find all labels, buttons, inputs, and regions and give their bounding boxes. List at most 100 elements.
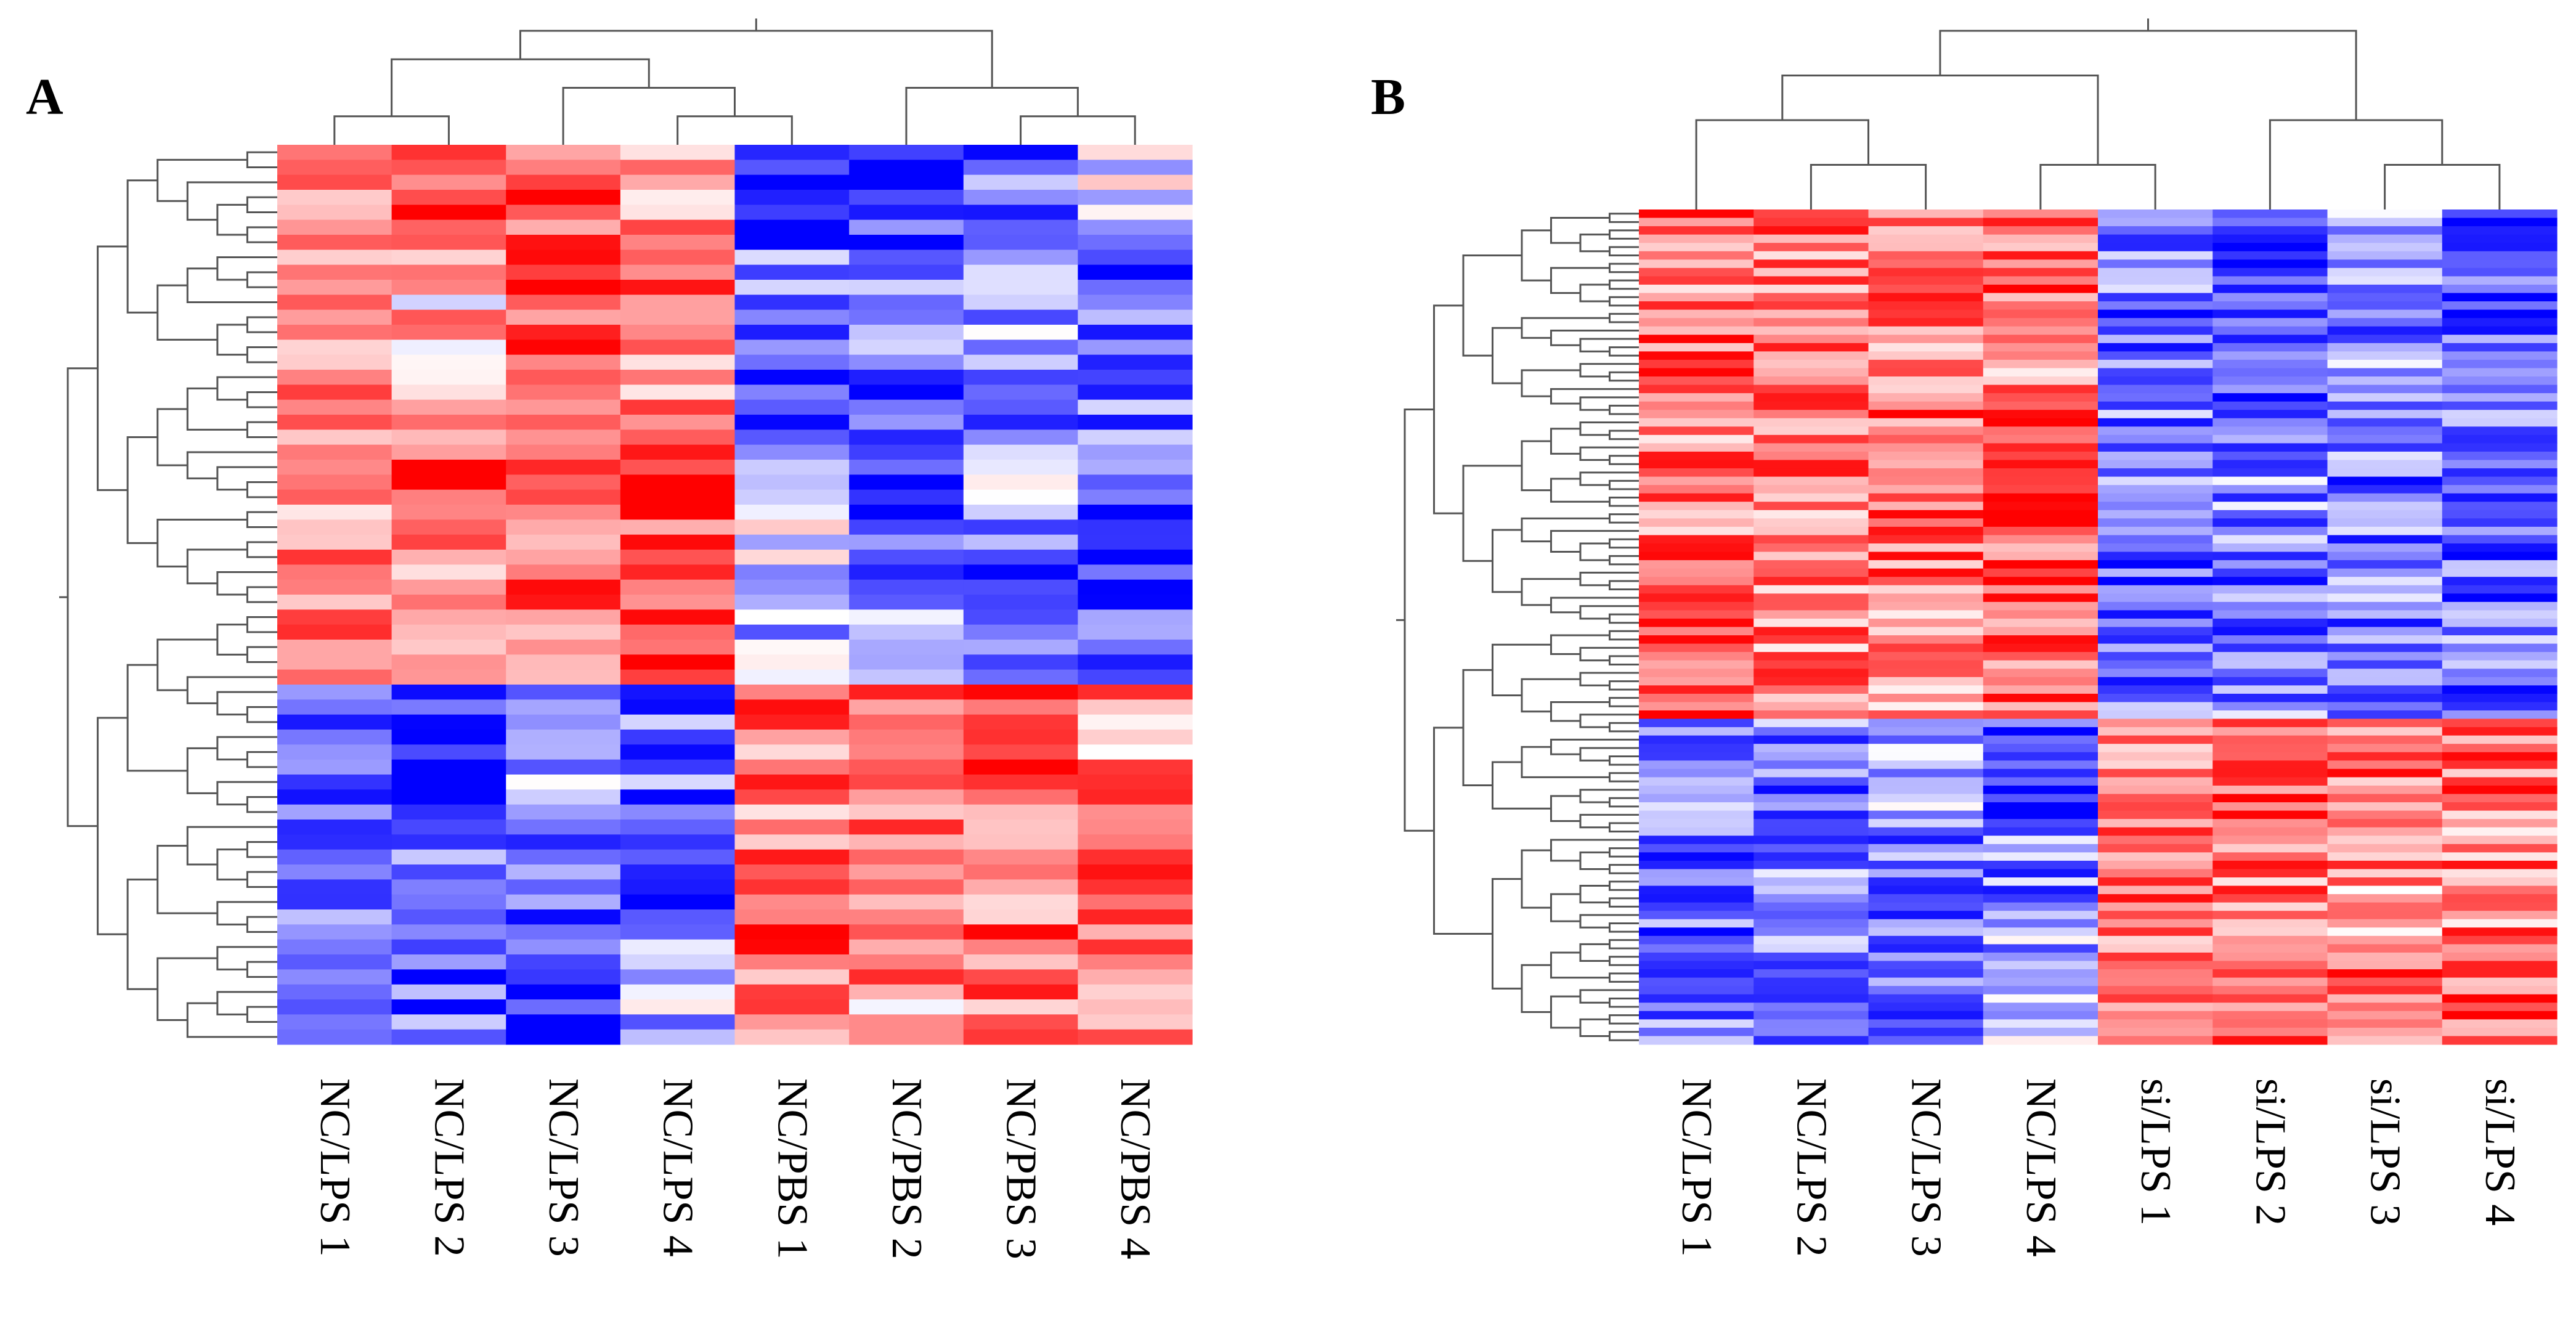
heatmap-cell <box>734 984 850 1000</box>
heatmap-cell <box>2098 1027 2213 1037</box>
heatmap-cell <box>963 909 1078 925</box>
heatmap-cell <box>1639 794 1754 803</box>
heatmap-cell <box>620 669 736 685</box>
heatmap-cell <box>1868 1011 1984 1020</box>
heatmap-cell <box>2327 543 2443 553</box>
dendrogram-branch <box>1579 885 1610 904</box>
heatmap-cell <box>1753 1027 1869 1037</box>
heatmap-cell <box>277 460 392 475</box>
heatmap-cell <box>1639 844 1754 853</box>
heatmap-cell <box>2098 618 2213 628</box>
heatmap-cell <box>1868 401 1984 410</box>
heatmap-cell <box>2327 318 2443 327</box>
heatmap-cell <box>506 789 621 805</box>
heatmap-cell <box>849 295 964 311</box>
heatmap-cell <box>2327 1019 2443 1028</box>
heatmap-cell <box>1753 994 1869 1003</box>
heatmap-cell <box>1868 727 1984 736</box>
heatmap-cell <box>849 834 964 850</box>
heatmap-cell <box>1078 219 1193 235</box>
heatmap-cell <box>2212 251 2328 260</box>
heatmap-cell <box>2212 802 2328 811</box>
dendrogram-branch <box>1609 580 1639 591</box>
heatmap-cell <box>2442 267 2558 277</box>
dendrogram-branch <box>246 646 277 663</box>
dendrogram-branch <box>1521 317 1610 339</box>
heatmap-cell <box>506 280 621 295</box>
heatmap-cell <box>1868 551 1984 561</box>
heatmap-cell <box>1868 1027 1984 1037</box>
dendrogram-branch <box>1550 893 1580 922</box>
heatmap-cell <box>2327 819 2443 828</box>
heatmap-cell <box>1639 977 1754 986</box>
heatmap-cell <box>391 669 506 685</box>
heatmap-cell <box>849 699 964 715</box>
heatmap-cell <box>1078 954 1193 970</box>
heatmap-cell <box>1868 577 1984 586</box>
heatmap-cell <box>849 340 964 356</box>
heatmap-cell <box>1753 243 1869 252</box>
heatmap-cell <box>1868 510 1984 519</box>
dendrogram-branch <box>1550 428 1580 455</box>
heatmap-cell <box>1078 820 1193 835</box>
heatmap-cell <box>1078 160 1193 176</box>
column-label: NC/PBS 1 <box>768 1078 816 1259</box>
heatmap-cell <box>2442 526 2558 536</box>
heatmap-cell <box>1078 325 1193 340</box>
heatmap-cell <box>2327 852 2443 861</box>
heatmap-cell <box>506 370 621 385</box>
heatmap-cell <box>620 505 736 520</box>
heatmap-cell <box>277 534 392 550</box>
heatmap-cell <box>1753 744 1869 753</box>
heatmap-cell <box>2212 510 2328 519</box>
heatmap-cell <box>1639 643 1754 653</box>
heatmap-cell <box>1639 251 1754 260</box>
dendrogram-branch <box>1521 440 1551 492</box>
dendrogram-branch <box>1609 722 1639 733</box>
heatmap-cell <box>506 924 621 940</box>
heatmap-cell <box>849 954 964 970</box>
heatmap-cell <box>2098 744 2213 753</box>
heatmap-cell <box>963 984 1078 1000</box>
heatmap-cell <box>2212 643 2328 653</box>
heatmap-cell <box>1868 485 1984 494</box>
dendrogram-branch <box>126 436 158 544</box>
dendrogram-branch <box>186 1002 277 1038</box>
heatmap-cell <box>277 744 392 760</box>
heatmap-cell <box>1078 564 1193 580</box>
heatmap-cell <box>2212 610 2328 619</box>
heatmap-cell <box>1639 326 1754 335</box>
dendrogram-branch <box>246 916 277 933</box>
heatmap-cell <box>1753 1011 1869 1020</box>
heatmap-cell <box>506 804 621 820</box>
heatmap-cell <box>1983 560 2099 569</box>
heatmap-cell <box>734 730 850 745</box>
column-label: NC/LPS 4 <box>2017 1078 2065 1257</box>
heatmap-cell <box>1639 368 1754 377</box>
heatmap-cell <box>1753 460 1869 469</box>
heatmap-cell <box>1868 368 1984 377</box>
heatmap-cell <box>1078 984 1193 1000</box>
heatmap-cell <box>849 1014 964 1030</box>
heatmap-cell <box>620 789 736 805</box>
column-labels-a: NC/LPS 1 NC/LPS 2 NC/LPS 3 NC/LPS 4 NC/PBS 1… <box>311 1078 1159 1259</box>
dendrogram-branch <box>1609 922 1639 933</box>
heatmap-cell <box>391 744 506 760</box>
heatmap-cell <box>1983 969 2099 978</box>
dendrogram-branch <box>216 848 248 881</box>
heatmap-cell <box>2327 502 2443 511</box>
dendrogram-branch <box>1609 997 1639 1008</box>
heatmap-cell <box>1639 451 1754 461</box>
heatmap-cell <box>277 399 392 415</box>
heatmap-cell <box>2212 669 2328 678</box>
heatmap-cell <box>2442 502 2558 511</box>
heatmap-cell <box>2098 335 2213 344</box>
heatmap-cell <box>2212 568 2328 577</box>
heatmap-cell <box>1639 434 1754 444</box>
heatmap-cell <box>391 999 506 1015</box>
heatmap-cell <box>849 474 964 490</box>
heatmap-cell <box>2212 209 2328 219</box>
heatmap-cell <box>963 775 1078 790</box>
heatmap-cell <box>1078 250 1193 266</box>
heatmap-cell <box>1753 952 1869 962</box>
